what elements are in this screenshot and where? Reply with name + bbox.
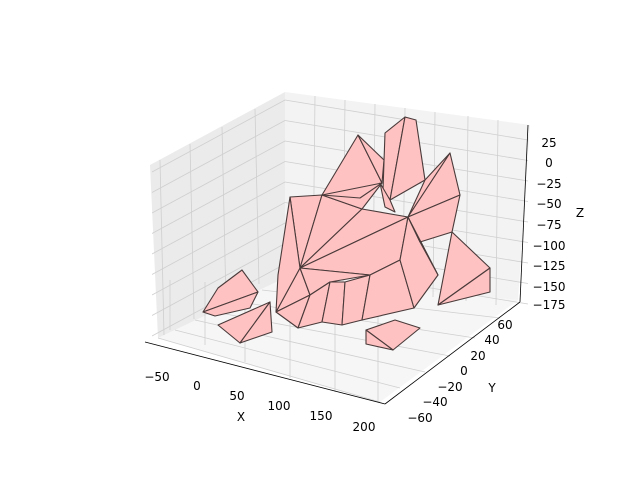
x-tick-label: 50 (229, 389, 244, 403)
z-tick-label: 25 (541, 136, 556, 150)
z-gridline-left (151, 222, 286, 296)
z-gridline-left (151, 140, 286, 214)
y-tick-label: −40 (422, 395, 447, 409)
left-pane (150, 92, 285, 338)
x-axis-line (144, 341, 386, 405)
y-tick-label: 40 (484, 333, 499, 347)
mesh-face-13 (275, 196, 301, 313)
mesh-face-15 (321, 182, 383, 199)
polygon-mesh (202, 116, 491, 351)
y-tick-label: 60 (497, 318, 512, 332)
z-gridline-left (151, 202, 286, 275)
mesh-face-29 (239, 301, 273, 344)
z-tick-label: −50 (536, 197, 561, 211)
mesh-face-23 (407, 216, 439, 276)
z-gridline-left (151, 161, 286, 234)
z-gridline-left (151, 99, 286, 173)
z-axis-line (519, 124, 529, 303)
z-tick-label: −100 (533, 239, 566, 253)
z-tick-label: −125 (533, 259, 566, 273)
y-gridline (157, 337, 381, 403)
y-axis-label: Y (487, 381, 496, 395)
y-tick-label: 0 (460, 364, 468, 378)
y-gridline (174, 329, 401, 389)
z-gridline-left (151, 243, 286, 316)
z-tick-label: −175 (533, 298, 566, 312)
left-wall-gridline (189, 143, 195, 320)
mesh-face-31 (365, 329, 394, 351)
x-tick-label: 200 (353, 420, 376, 434)
left-wall-gridline (254, 108, 260, 285)
x-tick-label: 150 (310, 409, 333, 423)
y-axis-line (384, 301, 521, 405)
y-tick-label: −20 (437, 380, 462, 394)
mesh-face-19 (379, 182, 396, 213)
y-tick-label: 20 (470, 349, 485, 363)
z-tick-label: −75 (536, 218, 561, 232)
left-wall-gridline (221, 126, 227, 303)
x-tick-label: −50 (144, 370, 169, 384)
y-tick-label: −60 (407, 411, 432, 425)
back-wall-gridline (495, 119, 499, 306)
mesh-face-16 (357, 134, 385, 184)
z-gridline-left (151, 181, 286, 255)
z-axis-label: Z (576, 206, 584, 220)
axis-labels: X Y Z (237, 206, 584, 424)
z-tick-label: 0 (545, 156, 553, 170)
z-tick-label: −25 (536, 177, 561, 191)
x-tick-label: 0 (193, 379, 201, 393)
mesh-face-27 (202, 291, 259, 317)
x-axis-label: X (237, 410, 245, 424)
left-wall-gridline (159, 159, 165, 336)
z-gridline-left (151, 120, 286, 193)
mesh-face-25 (437, 267, 491, 306)
tick-labels: −50050100150200−60−40−200204060250−25−50… (144, 136, 565, 434)
z-tick-label: −150 (533, 280, 566, 294)
x-tick-label: 100 (268, 399, 291, 413)
